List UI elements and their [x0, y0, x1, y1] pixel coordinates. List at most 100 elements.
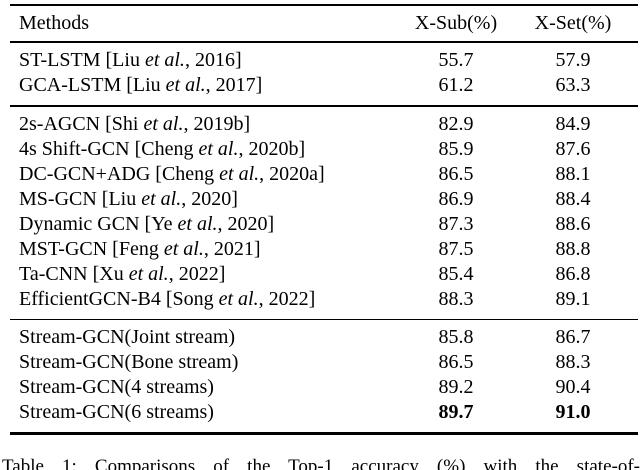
xset-cell-best: 91.0 — [555, 401, 591, 424]
method-cell: GCA-LSTM [Liu et al., 2017] — [10, 73, 404, 98]
method-cell: Stream-GCN(Bone stream) — [10, 350, 404, 375]
top-rule — [10, 4, 638, 7]
xsub-cell: 85.4 — [438, 262, 474, 285]
xsub-cell: 86.5 — [438, 351, 474, 374]
method-name: Stream-GCN(4 streams) — [19, 376, 214, 399]
etal-text: et al. — [141, 187, 182, 210]
table-row: ST-LSTM [Liu et al., 2016] 55.7 57.9 — [10, 48, 638, 73]
xsub-cell-best: 89.7 — [438, 401, 474, 424]
xsub-cell: 86.5 — [438, 162, 474, 185]
table-row: Dynamic GCN [Ye et al., 2020] 87.3 88.6 — [10, 212, 638, 237]
group-stream-gcn: Stream-GCN(Joint stream) 85.8 86.7 Strea… — [10, 320, 638, 432]
citation-year: , 2022] — [258, 287, 316, 310]
xsub-cell: 85.9 — [438, 137, 474, 160]
xsub-cell: 87.5 — [438, 237, 474, 260]
header-rule — [10, 41, 638, 44]
xset-cell: 88.4 — [555, 187, 591, 210]
method-name: DC-GCN+ADG [Cheng — [19, 162, 220, 185]
xsub-cell: 89.2 — [438, 376, 474, 399]
group-lstm-methods: ST-LSTM [Liu et al., 2016] 55.7 57.9 GCA… — [10, 43, 638, 105]
method-name: Stream-GCN(Joint stream) — [19, 326, 236, 349]
table-row: Ta-CNN [Xu et al., 2022] 85.4 86.8 — [10, 262, 638, 287]
etal-text: et al. — [218, 287, 259, 310]
group-gcn-methods: 2s-AGCN [Shi et al., 2019b] 82.9 84.9 4s… — [10, 107, 638, 319]
method-name: 2s-AGCN [Shi — [19, 112, 144, 135]
table-row: MST-GCN [Feng et al., 2021] 87.5 88.8 — [10, 237, 638, 262]
table-row: Stream-GCN(6 streams) 89.7 91.0 — [10, 400, 638, 425]
etal-text: et al. — [177, 212, 218, 235]
header-xset-label: X-Set(%) — [534, 12, 612, 35]
xsub-cell: 86.9 — [438, 187, 474, 210]
method-name: MS-GCN [Liu — [19, 187, 142, 210]
citation-year: , 2020] — [217, 212, 275, 235]
citation-year: , 2020] — [181, 187, 238, 210]
citation-year: , 2022] — [168, 262, 226, 285]
method-cell: Ta-CNN [Xu et al., 2022] — [10, 262, 404, 287]
xset-cell: 86.7 — [555, 326, 591, 349]
method-cell: Dynamic GCN [Ye et al., 2020] — [10, 212, 404, 237]
table-row: 2s-AGCN [Shi et al., 2019b] 82.9 84.9 — [10, 112, 638, 137]
method-name: Ta-CNN [Xu — [19, 262, 129, 285]
table-row: 4s Shift-GCN [Cheng et al., 2020b] 85.9 … — [10, 137, 638, 162]
citation-year: , 2020a] — [259, 162, 325, 185]
method-cell: ST-LSTM [Liu et al., 2016] — [10, 48, 404, 73]
xset-cell: 86.8 — [555, 262, 591, 285]
xset-cell: 89.1 — [555, 287, 591, 310]
method-name: Stream-GCN(Bone stream) — [19, 351, 239, 374]
xsub-cell: 88.3 — [438, 287, 474, 310]
citation-year: , 2017] — [205, 74, 263, 97]
method-name: 4s Shift-GCN [Cheng — [19, 137, 199, 160]
table-row: DC-GCN+ADG [Cheng et al., 2020a] 86.5 88… — [10, 162, 638, 187]
xset-cell: 63.3 — [555, 74, 591, 97]
xset-cell: 88.8 — [555, 237, 591, 260]
section-rule-1 — [10, 105, 638, 107]
method-name: Dynamic GCN [Ye — [19, 212, 178, 235]
xsub-cell: 55.7 — [438, 49, 474, 72]
method-cell: Stream-GCN(Joint stream) — [10, 325, 404, 350]
table-header-row: Methods X-Sub(%) X-Set(%) — [10, 6, 638, 41]
xset-cell: 57.9 — [555, 49, 591, 72]
citation-year: , 2021] — [203, 237, 261, 260]
method-cell: EfficientGCN-B4 [Song et al., 2022] — [10, 287, 404, 312]
etal-text: et al. — [163, 237, 204, 260]
table-row: GCA-LSTM [Liu et al., 2017] 61.2 63.3 — [10, 73, 638, 98]
method-cell: DC-GCN+ADG [Cheng et al., 2020a] — [10, 162, 404, 187]
method-cell: MST-GCN [Feng et al., 2021] — [10, 237, 404, 262]
citation-year: , 2016] — [184, 49, 242, 72]
citation-year: , 2020b] — [238, 137, 306, 160]
xsub-cell: 87.3 — [438, 212, 474, 235]
etal-text: et al. — [198, 137, 239, 160]
table-row: EfficientGCN-B4 [Song et al., 2022] 88.3… — [10, 287, 638, 312]
table-row: Stream-GCN(Joint stream) 85.8 86.7 — [10, 325, 638, 350]
method-cell: 2s-AGCN [Shi et al., 2019b] — [10, 112, 404, 137]
etal-text: et al. — [128, 262, 169, 285]
table-row: Stream-GCN(4 streams) 89.2 90.4 — [10, 375, 638, 400]
method-cell: Stream-GCN(6 streams) — [10, 400, 404, 425]
xsub-cell: 82.9 — [438, 112, 474, 135]
method-name: GCA-LSTM [Liu — [19, 74, 166, 97]
table-row: MS-GCN [Liu et al., 2020] 86.9 88.4 — [10, 187, 638, 212]
method-name: ST-LSTM [Liu — [19, 49, 145, 72]
xsub-cell: 61.2 — [438, 74, 474, 97]
xset-cell: 88.1 — [555, 162, 591, 185]
method-cell: Stream-GCN(4 streams) — [10, 375, 404, 400]
xset-cell: 88.3 — [555, 351, 591, 374]
method-name: Stream-GCN(6 streams) — [19, 401, 214, 424]
table-row: Stream-GCN(Bone stream) 86.5 88.3 — [10, 350, 638, 375]
table-caption: Table 1: Comparisons of the Top-1 accura… — [2, 456, 640, 470]
method-cell: MS-GCN [Liu et al., 2020] — [10, 187, 404, 212]
etal-text: et al. — [165, 74, 206, 97]
etal-text: et al. — [143, 112, 184, 135]
xset-cell: 90.4 — [555, 376, 591, 399]
method-name: MST-GCN [Feng — [19, 237, 164, 260]
etal-text: et al. — [144, 49, 185, 72]
xset-cell: 84.9 — [555, 112, 591, 135]
results-table: Methods X-Sub(%) X-Set(%) ST-LSTM [Liu e… — [10, 4, 638, 435]
citation-year: , 2019b] — [183, 112, 251, 135]
bottom-rule — [10, 432, 638, 435]
xset-cell: 88.6 — [555, 212, 591, 235]
method-cell: 4s Shift-GCN [Cheng et al., 2020b] — [10, 137, 404, 162]
header-xsub-label: X-Sub(%) — [414, 12, 498, 35]
xsub-cell: 85.8 — [438, 326, 474, 349]
